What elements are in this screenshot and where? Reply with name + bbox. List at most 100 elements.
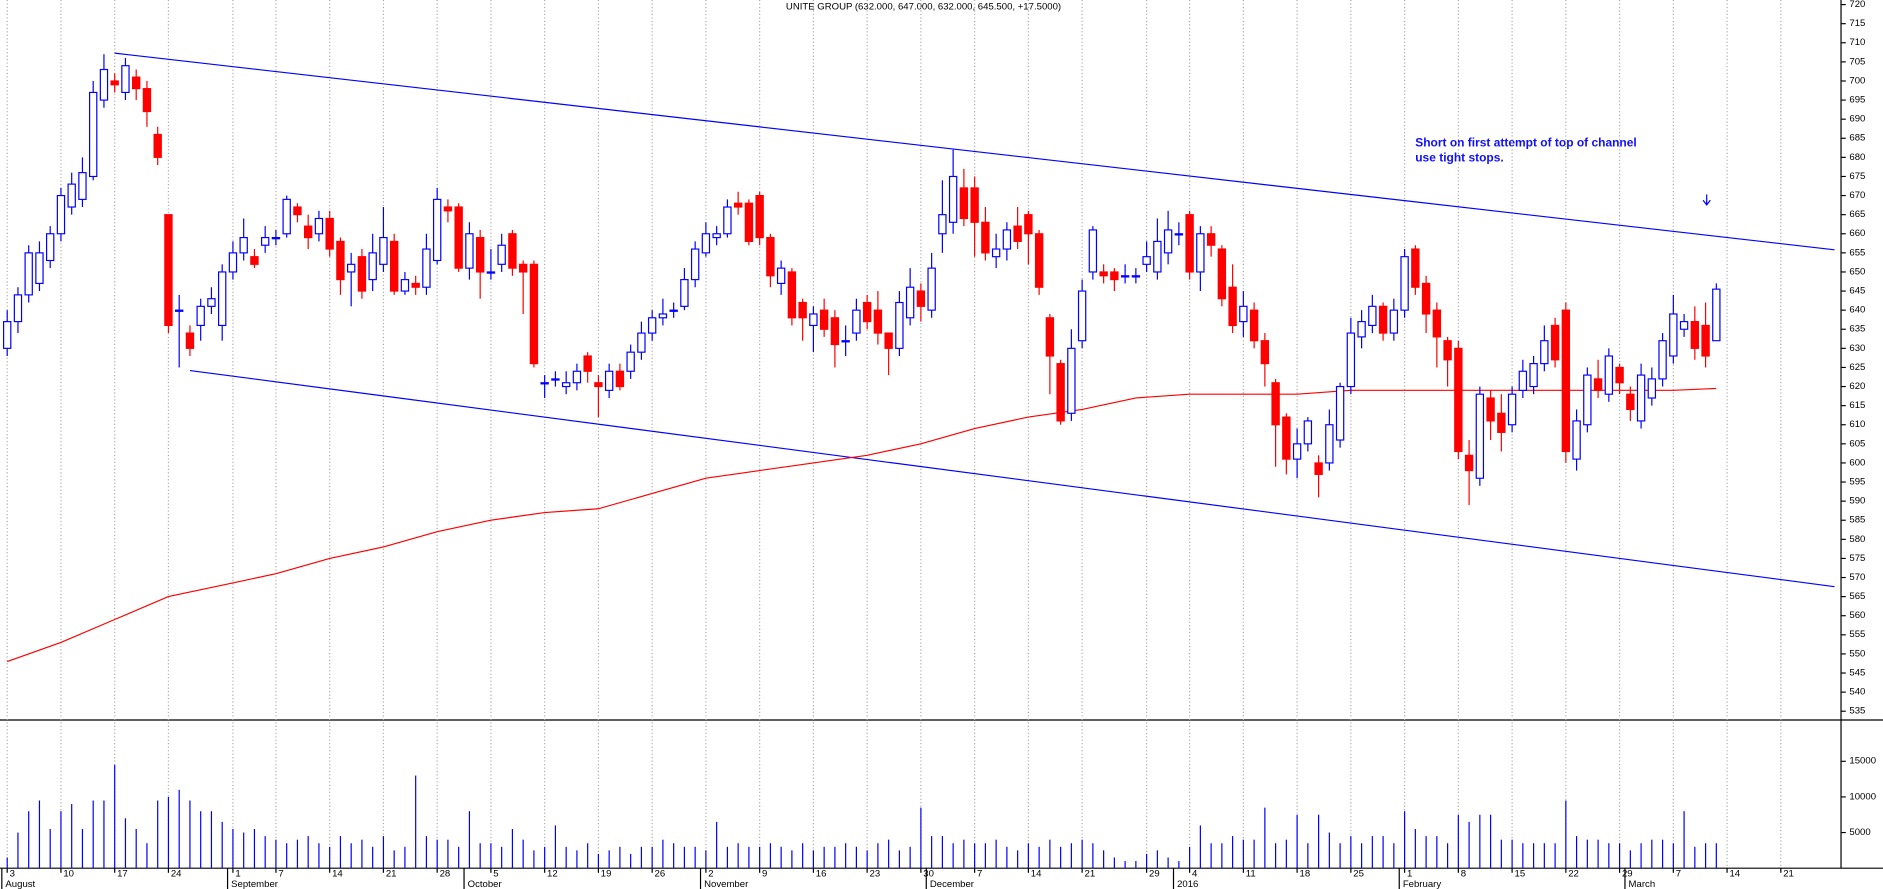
x-tick-label: 9 <box>762 868 767 879</box>
candle-body <box>733 202 743 208</box>
candle-body <box>798 301 807 319</box>
candle-body <box>916 290 926 307</box>
y-tick-label: 545 <box>1849 667 1865 678</box>
candle-body <box>443 206 453 212</box>
candle-body <box>841 340 850 343</box>
candle-body <box>271 237 281 240</box>
candle-body <box>1593 378 1603 391</box>
candle-body <box>1561 309 1571 453</box>
candle-body <box>1572 420 1581 460</box>
candle-body <box>1690 321 1700 349</box>
candle-body <box>615 370 625 388</box>
y-tick-label: 550 <box>1849 648 1865 659</box>
candle-body <box>1626 393 1635 411</box>
candle-body <box>67 183 76 208</box>
candle-body <box>56 194 66 235</box>
candle-body <box>712 233 721 239</box>
candle-body <box>766 237 775 277</box>
candle-body <box>1239 305 1248 323</box>
candle-body <box>1497 412 1506 433</box>
y-tick-label: 635 <box>1849 323 1865 334</box>
x-tick-label: 7 <box>1676 868 1681 879</box>
candle-body <box>196 305 205 327</box>
candle-body <box>1271 382 1280 426</box>
candle-body <box>991 248 1001 258</box>
candle-body <box>948 175 958 223</box>
candle-body <box>497 244 506 265</box>
y-tick-label: 610 <box>1849 418 1865 429</box>
x-tick-label: 14 <box>332 868 343 879</box>
candle-body <box>110 80 119 86</box>
candle-body <box>1443 340 1452 361</box>
candle-body <box>1583 374 1592 426</box>
candle-body <box>572 370 582 384</box>
candle-body <box>1335 385 1345 441</box>
candle-body <box>1518 370 1528 391</box>
x-tick-label: 14 <box>1729 868 1740 879</box>
candle-body <box>13 294 23 323</box>
x-tick-label: 29 <box>1622 868 1633 879</box>
candle-body <box>1389 309 1399 334</box>
candle-body <box>1163 229 1173 254</box>
x-tick-label: 5 <box>493 868 498 879</box>
candle-body <box>1357 321 1366 338</box>
candle-body <box>540 382 549 385</box>
y-tick-label: 570 <box>1849 571 1865 582</box>
y-tick-label: 710 <box>1849 36 1865 47</box>
candle-body <box>981 221 990 254</box>
y-tick-label: 685 <box>1849 132 1865 143</box>
candle-body <box>723 206 732 235</box>
x-tick-label: 10 <box>63 868 74 879</box>
candle-body <box>1325 424 1334 464</box>
x-tick-label: 16 <box>816 868 827 879</box>
y-tick-label: 650 <box>1849 266 1865 277</box>
month-label: December <box>930 878 974 889</box>
candle-body <box>1346 332 1356 388</box>
x-tick-label: 15 <box>1514 868 1525 879</box>
candle-body <box>959 187 969 220</box>
candle-body <box>1174 233 1184 236</box>
month-label: October <box>468 878 502 889</box>
month-label: 2016 <box>1177 878 1198 889</box>
x-tick-label: 11 <box>1246 868 1256 879</box>
month-label: February <box>1403 878 1442 889</box>
annotation: use tight stops. <box>1415 152 1503 165</box>
candle-body <box>389 240 399 292</box>
x-tick-label: 17 <box>117 868 128 879</box>
x-tick-label: 18 <box>1300 868 1311 879</box>
y-tick-label: 625 <box>1849 361 1865 372</box>
candle-body <box>1045 317 1055 357</box>
candle-body <box>185 332 195 349</box>
candle-body <box>24 252 33 296</box>
candle-body <box>1647 378 1657 399</box>
candle-body <box>3 321 12 349</box>
candle-body <box>1615 366 1624 384</box>
candle-body <box>454 206 463 269</box>
candle-body <box>1303 420 1313 445</box>
y-tick-label: 580 <box>1849 533 1865 544</box>
candle-body <box>422 248 431 288</box>
y-tick-label: 690 <box>1849 113 1865 124</box>
x-tick-label: 12 <box>547 868 558 879</box>
y-tick-label: 540 <box>1849 686 1865 697</box>
candle-body <box>260 237 270 246</box>
candle-body <box>1679 321 1689 330</box>
candle-body <box>1486 397 1495 422</box>
x-tick-label: 25 <box>1353 868 1364 879</box>
x-tick-label: 19 <box>601 868 612 879</box>
x-tick-label: 21 <box>1783 868 1794 879</box>
x-tick-label: 3 <box>10 868 15 879</box>
y-tick-label: 605 <box>1849 437 1865 448</box>
candle-body <box>680 279 689 307</box>
candle-body <box>1217 248 1227 300</box>
candle-body <box>486 271 496 274</box>
x-tick-label: 21 <box>1085 868 1096 879</box>
candle-body <box>927 267 936 311</box>
y-tick-label: 680 <box>1849 151 1865 162</box>
volume-tick-label: 5000 <box>1849 826 1870 837</box>
x-tick-label: 1 <box>1407 868 1412 879</box>
x-tick-label: 22 <box>1568 868 1579 879</box>
y-tick-label: 560 <box>1849 609 1865 620</box>
candle-body <box>809 313 818 327</box>
